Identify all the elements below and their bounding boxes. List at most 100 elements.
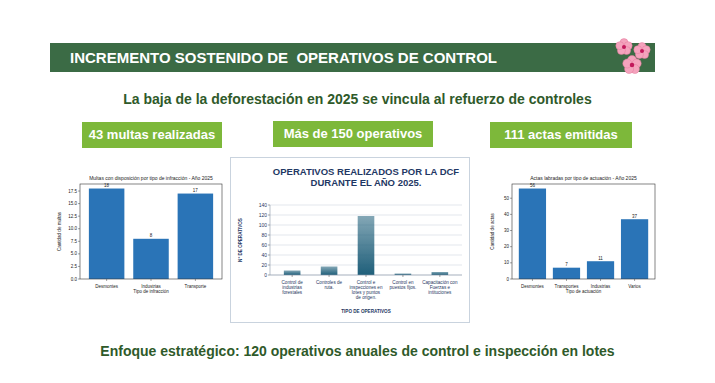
x-tick-label: Transporte <box>185 284 207 289</box>
stat-box: 43 multas realizadas <box>82 122 222 148</box>
data-label: 8 <box>150 233 153 238</box>
x-tick <box>106 279 107 281</box>
slide: INCREMENTO SOSTENIDO DE OPERATIVOS DE CO… <box>0 0 715 383</box>
y-tick-label: 60 <box>261 242 267 248</box>
y-tick-label: 20 <box>261 262 267 268</box>
y-tick-label: 0.0 <box>71 277 78 282</box>
y-tick <box>78 216 80 217</box>
x-tick-label: Desmontes <box>521 284 545 289</box>
bar <box>133 239 169 279</box>
chart: Multas con disposición por tipo de infra… <box>55 172 227 302</box>
y-tick <box>78 266 80 267</box>
footer: Enfoque estratégico: 120 operativos anua… <box>0 343 715 359</box>
x-axis-label: Tipo de infracción <box>133 289 169 294</box>
y-tick-label: 20 <box>504 244 510 249</box>
banner-title: INCREMENTO SOSTENIDO DE OPERATIVOS DE CO… <box>70 43 497 72</box>
y-tick <box>78 203 80 204</box>
x-tick <box>329 275 330 277</box>
x-tick <box>566 279 567 281</box>
x-tick-label: Capacitación conFuerzas eintituciones <box>422 280 458 296</box>
x-tick <box>195 279 196 281</box>
data-label: 17 <box>193 188 199 193</box>
chart-title: Multas con disposición por tipo de infra… <box>89 175 213 181</box>
subtitle: La baja de la deforestación en 2025 se v… <box>0 91 715 107</box>
bar <box>89 189 125 279</box>
y-tick-label: 50 <box>504 196 510 201</box>
y-tick-label: 5.0 <box>71 251 78 256</box>
y-tick-label: 10 <box>504 260 510 265</box>
data-label: 11 <box>598 256 603 261</box>
x-tick <box>532 279 533 281</box>
x-tick <box>366 275 367 277</box>
y-axis-label: Cantidad de multas <box>57 211 62 251</box>
y-tick-label: 80 <box>261 232 267 238</box>
bars <box>284 216 448 275</box>
y-tick <box>78 279 80 280</box>
x-tick-label: Control deindustriasforestales <box>282 280 304 296</box>
y-tick-label: 7.5 <box>71 239 78 244</box>
stat-box: Más de 150 operativos <box>273 121 433 147</box>
bar <box>587 261 614 279</box>
y-tick <box>78 228 80 229</box>
flower-center <box>622 45 626 49</box>
stat-box: 111 actas emitidas <box>490 122 632 148</box>
y-tick-label: 17.5 <box>68 189 77 194</box>
x-tick-label: Transportes <box>555 284 580 289</box>
y-tick <box>78 253 80 254</box>
chart: Actas labradas por tipo de actuación - A… <box>488 172 660 302</box>
flower-center <box>640 49 644 53</box>
flower-center <box>630 63 635 68</box>
chart: OPERATIVOS REALIZADOS POR LA DCFDURANTE … <box>230 157 470 323</box>
y-tick-label: 0 <box>506 277 509 282</box>
x-tick-label: Industrias <box>141 284 161 289</box>
banner: INCREMENTO SOSTENIDO DE OPERATIVOS DE CO… <box>50 43 655 72</box>
y-axis <box>270 205 271 275</box>
chart-title: OPERATIVOS REALIZADOS POR LA DCFDURANTE … <box>273 166 460 188</box>
data-label: 56 <box>530 183 536 188</box>
bar <box>553 268 580 279</box>
y-tick-label: 40 <box>261 252 267 258</box>
bars <box>519 189 648 279</box>
y-axis-label: N° DE OPERATIVOS <box>238 218 243 262</box>
y-tick-label: 12.5 <box>68 214 77 219</box>
y-tick <box>78 191 80 192</box>
bar <box>358 216 375 275</box>
x-tick-label: Desmontes <box>95 284 119 289</box>
y-tick-label: 100 <box>259 222 268 228</box>
x-tick <box>600 279 601 281</box>
x-tick <box>292 275 293 277</box>
grid-line <box>270 215 462 216</box>
x-tick <box>634 279 635 281</box>
grid-line <box>270 205 462 206</box>
y-tick-label: 40 <box>504 212 510 217</box>
x-tick-label: Controles deruta. <box>316 280 342 290</box>
y-axis-label: Cantidad de actas <box>490 213 495 250</box>
y-tick-label: 140 <box>259 202 268 208</box>
x-tick-label: Industrias <box>591 284 611 289</box>
x-tick-label: Control enpuestos fijos. <box>390 280 417 290</box>
bar <box>321 267 338 276</box>
x-tick-label: Control einspecciones enlotes y puntosde… <box>350 280 383 301</box>
chart-box <box>231 158 470 323</box>
bar <box>432 272 449 275</box>
chart-title: Actas labradas por tipo de actuación - A… <box>530 175 637 181</box>
x-tick <box>439 275 440 277</box>
y-tick-label: 120 <box>259 212 268 218</box>
data-label: 7 <box>565 262 568 267</box>
y-tick-label: 15.0 <box>68 201 77 206</box>
x-tick <box>151 279 152 281</box>
bar <box>284 271 301 276</box>
y-tick-label: 30 <box>504 228 510 233</box>
x-tick-label: Varios <box>628 284 641 289</box>
y-tick-label: 0 <box>264 272 267 278</box>
y-tick <box>78 241 80 242</box>
y-tick-label: 10.0 <box>68 226 77 231</box>
x-tick <box>402 275 403 277</box>
bar <box>621 219 648 279</box>
bar <box>178 194 214 279</box>
x-axis-label: Tipo de actuación <box>566 289 602 294</box>
flowers-icon <box>610 35 656 77</box>
plot-frame <box>512 184 655 279</box>
x-axis-label: TIPO DE OPERATIVOS <box>341 309 390 314</box>
plot-frame <box>80 184 222 279</box>
